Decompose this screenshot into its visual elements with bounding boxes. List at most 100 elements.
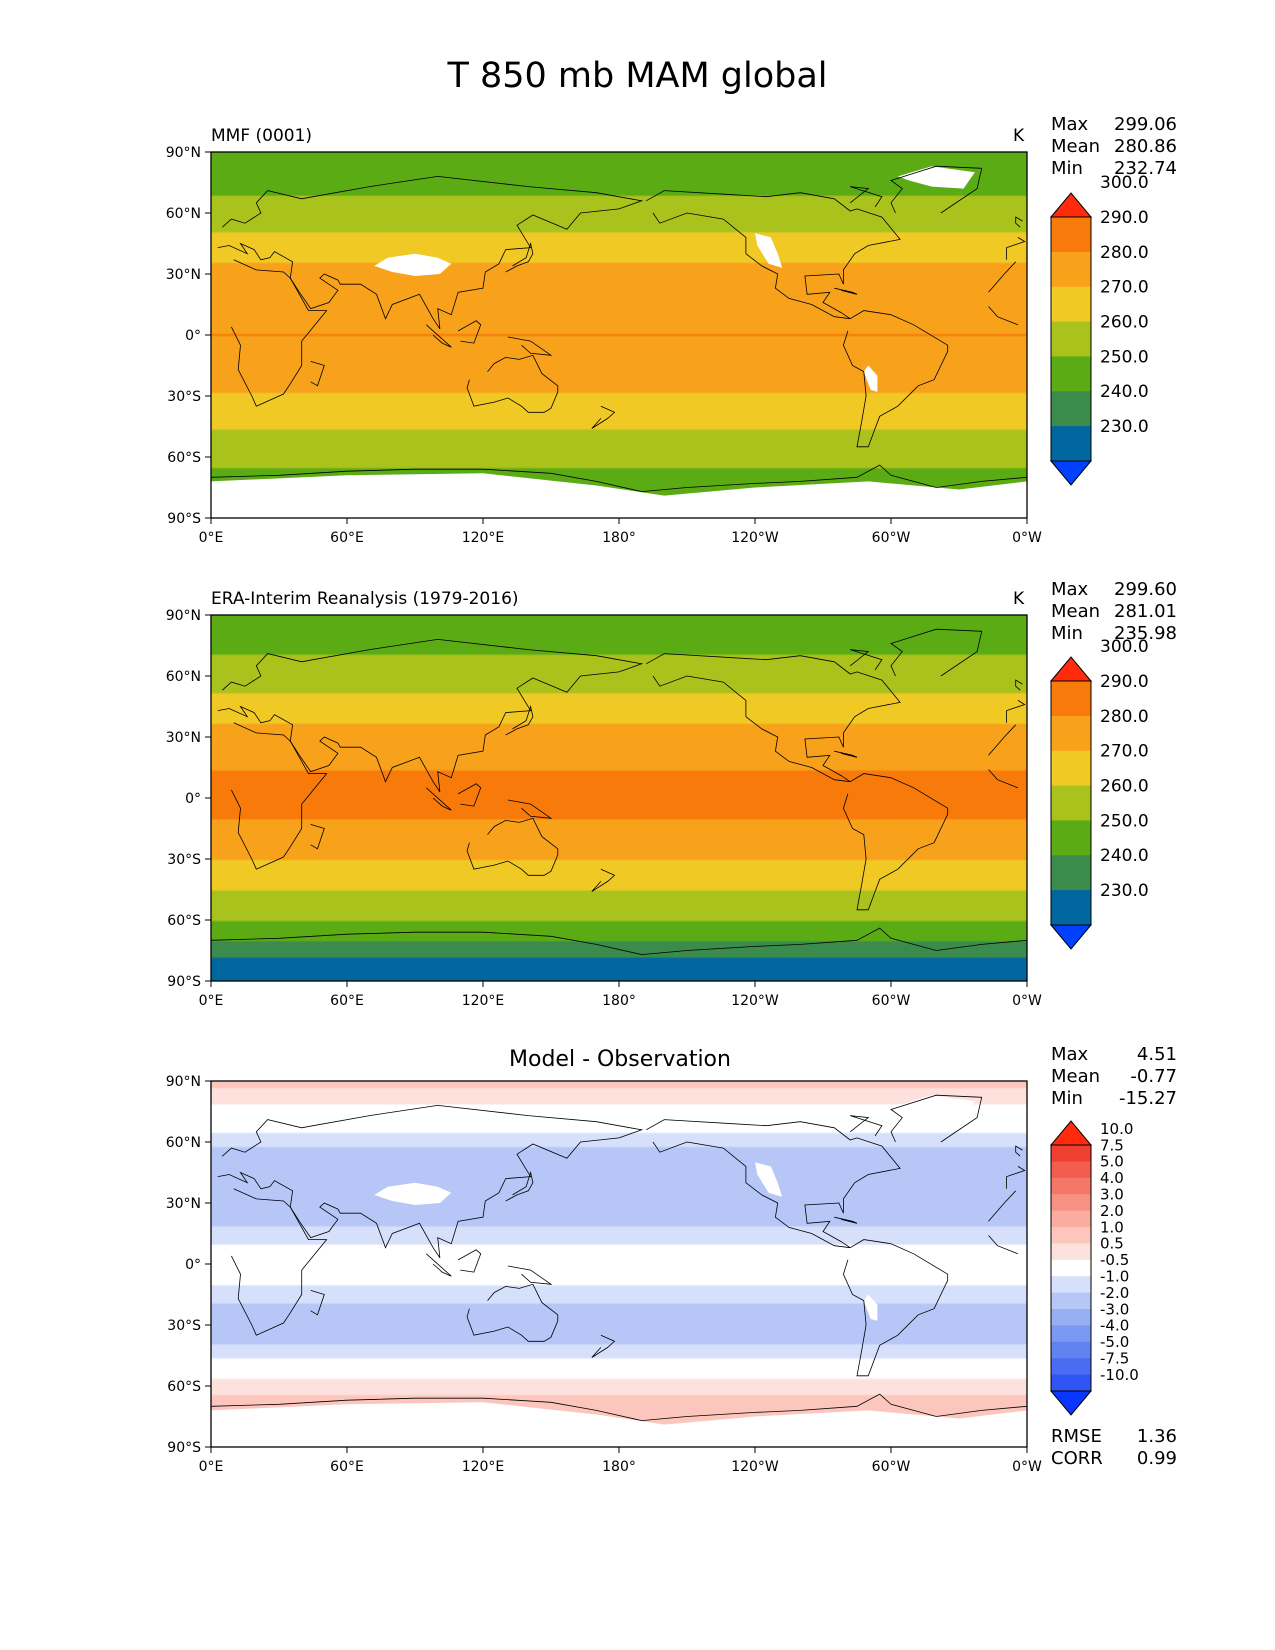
panel2-coast-africa: [988, 1190, 1016, 1222]
panel2-mask-greenland: [897, 1095, 975, 1118]
panel1-coast-baffin: [849, 649, 883, 671]
panel0-cbar-label-3: 260.0: [1100, 313, 1149, 333]
panel2-xtick-label-5: 60°W: [872, 1459, 911, 1475]
panel0-units: K: [1013, 126, 1025, 146]
panel2-cbar-ext-top: [1049, 1120, 1093, 1146]
panel1-ytick-label-5: 60°N: [166, 669, 201, 685]
stat-label: Max: [1051, 114, 1089, 135]
stat-value: 280.86: [1114, 136, 1177, 157]
panel0-coast-sumatra: [426, 324, 452, 348]
panel2-cbar-label-15: 10.0: [1100, 1120, 1133, 1138]
panel0-coast-newguinea: [507, 336, 553, 356]
panel1-ytick-label-3: 0°: [185, 791, 201, 807]
panel0-stat-mean: Mean 280.86: [1051, 136, 1177, 158]
panel2-center-title: Model - Observation: [509, 1047, 731, 1072]
panel2-cbar-label-2: -5.0: [1100, 1333, 1129, 1351]
panel2-mask-rocky-mountains: [755, 1162, 783, 1197]
panel0-coast-greenland: [890, 165, 983, 214]
panel1-left-title: ERA-Interim Reanalysis (1979-2016): [211, 589, 519, 609]
panel2-cbar-label-13: 5.0: [1100, 1153, 1124, 1171]
panel1-cbar-bin-6: [1051, 890, 1091, 926]
stat-label: CORR: [1051, 1448, 1103, 1469]
panel2-cbar-bin-3: [1051, 1194, 1091, 1212]
panel2-cbar-bin-4: [1051, 1210, 1091, 1228]
map-layer: [210, 152, 1028, 1447]
panel2-coast-namerica: [646, 1119, 901, 1249]
panel0-cbar-label-1: 240.0: [1100, 382, 1149, 402]
panel1-coast-britain-2: [1015, 679, 1023, 691]
panel1-cbar-label-5: 280.0: [1100, 707, 1149, 727]
panel0-coast-baffin: [849, 186, 883, 208]
panel2-cbar-bin-6: [1051, 1243, 1091, 1261]
panel0-stat-min: Min 232.74: [1051, 158, 1177, 180]
stat-value: 4.51: [1136, 1044, 1177, 1065]
panel2-ytick-label-4: 30°N: [166, 1196, 201, 1212]
panel0-cbar-label-7: 300.0: [1100, 173, 1149, 193]
panel0-ytick-label-5: 60°N: [166, 206, 201, 222]
panel1-coast-africa-2: [988, 769, 1019, 789]
panel2-cbar-bin-8: [1051, 1276, 1091, 1294]
panel1-xtick-label-4: 120°W: [731, 993, 779, 1009]
panel0-ytick-label-2: 30°S: [167, 389, 201, 405]
panel0-cbar-label-6: 290.0: [1100, 208, 1149, 228]
panel2-xtick-label-2: 120°E: [462, 1459, 505, 1475]
panel1-ytick-label-4: 30°N: [166, 730, 201, 746]
panel2-cbar-label-5: -2.0: [1100, 1284, 1129, 1302]
panel2-coast-borneo: [457, 1249, 482, 1273]
panel0-xtick-label-3: 180°: [602, 530, 636, 546]
colorbar-layer: 230.0 240.0 250.0 260.0 270.0 280.0 290.0 300.0…: [1049, 173, 1149, 1416]
panel2-coast-samerica: [842, 1239, 949, 1377]
panel1-coast-eurasia: [1006, 700, 1026, 723]
panel2-cbar-frame: [1050, 1144, 1092, 1392]
panel2-xtick-label-6: 0°W: [1012, 1459, 1042, 1475]
panel2-cbar-bin-2: [1051, 1177, 1091, 1195]
panel1-units: K: [1013, 589, 1025, 609]
stat-value: 232.74: [1114, 158, 1177, 179]
panel1-cbar-label-6: 290.0: [1100, 672, 1149, 692]
stat-label: Min: [1051, 158, 1083, 179]
panel2-coast-africa-2: [988, 1235, 1019, 1255]
panel1-coast-namerica: [646, 653, 901, 783]
panel0-mask-tibetan-plateau: [374, 253, 452, 276]
panel1-coast-australia: [466, 817, 559, 876]
stat-label: Max: [1051, 1044, 1089, 1065]
panel0-ytick-label-1: 60°S: [167, 450, 201, 466]
panel0-xtick-label-5: 60°W: [872, 530, 911, 546]
panel1-ytick-label-6: 90°N: [166, 608, 201, 624]
panel0-cbar-bin-6: [1051, 426, 1091, 462]
panel1-coast-madagascar: [310, 824, 325, 850]
panel2-cbar-label-4: -3.0: [1100, 1300, 1129, 1318]
panel2-mask-antarctica: [211, 1402, 1027, 1447]
panel2-coast-mexgulfcuba: [834, 1216, 858, 1224]
panel2-ytick-label-0: 90°S: [167, 1440, 201, 1456]
panel1-xtick-label-0: 0°E: [199, 993, 224, 1009]
panel1-cbar-label-1: 240.0: [1100, 846, 1149, 866]
panel2-coast-madagascar: [310, 1290, 325, 1316]
panel0-cbar-label-4: 270.0: [1100, 278, 1149, 298]
panel0-coast-australia: [466, 354, 559, 413]
panel0-coast-eurasia-1: [217, 175, 644, 330]
panel2-coast-africa-1: [231, 1188, 328, 1336]
panel1-cbar-label-0: 230.0: [1100, 881, 1149, 901]
panel0-mask-antarctica: [211, 473, 1027, 518]
panel1-xtick-label-6: 0°W: [1012, 993, 1042, 1009]
stat-value: -15.27: [1118, 1088, 1177, 1109]
panel1-cbar-label-3: 260.0: [1100, 777, 1149, 797]
panel2-cbar-label-1: -7.5: [1100, 1349, 1129, 1367]
panel1-xtick-label-1: 60°E: [330, 993, 364, 1009]
panel1-cbar-bin-4: [1051, 820, 1091, 856]
panel2-cbar-bin-13: [1051, 1358, 1091, 1376]
panel2-cbar-label-10: 2.0: [1100, 1202, 1124, 1220]
panel2-coast-eurasia-1: [217, 1104, 644, 1259]
panel0-xtick-label-6: 0°W: [1012, 530, 1042, 546]
panel1-coast-africa: [988, 724, 1016, 756]
panel2-cbar-bin-0: [1051, 1145, 1091, 1162]
stat-label: Mean: [1051, 601, 1101, 622]
panel2-coast-newguinea: [507, 1265, 553, 1285]
stat-value: 299.06: [1114, 114, 1177, 135]
stat-value: 281.01: [1114, 601, 1177, 622]
panel2-field: [211, 1081, 1027, 1447]
panel2-stat-mean: Mean -0.77: [1051, 1066, 1177, 1088]
panel1-coast-antarctica: [210, 927, 1028, 956]
panel2-ytick-label-5: 60°N: [166, 1135, 201, 1151]
